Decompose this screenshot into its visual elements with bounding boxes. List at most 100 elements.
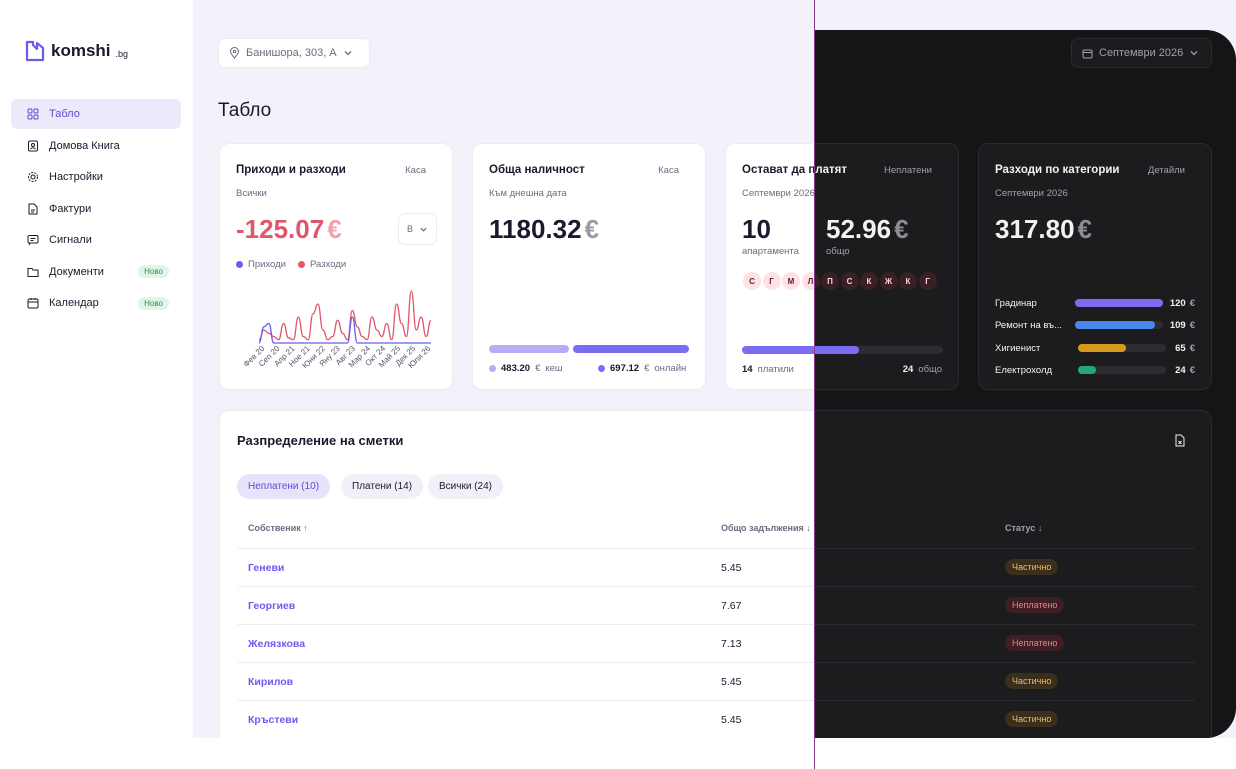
nav-item[interactable]: Календар Ново bbox=[11, 288, 181, 318]
nav-label: Домова Книга bbox=[49, 139, 120, 152]
currency: € bbox=[894, 214, 909, 244]
owner[interactable]: Желязкова bbox=[248, 638, 306, 650]
total-count: 24 bbox=[902, 364, 914, 375]
series-line bbox=[258, 290, 432, 341]
filter-tab[interactable]: Всички (24) bbox=[428, 474, 503, 499]
part-value: 483.20 bbox=[501, 363, 531, 374]
part-currency: € bbox=[644, 363, 650, 374]
value: 24 bbox=[1175, 364, 1186, 376]
count-label: апартамента bbox=[742, 246, 799, 257]
column-header[interactable]: Собственик ↑ bbox=[248, 523, 308, 533]
nav-item[interactable]: Сигнали bbox=[11, 225, 181, 255]
currency: € bbox=[1189, 364, 1195, 376]
categories-card: Разходи по категории Детайли Септември 2… bbox=[978, 143, 1212, 390]
nav-icon bbox=[27, 235, 39, 246]
balance-bar bbox=[489, 345, 570, 353]
nav-item[interactable]: Домова Книга bbox=[11, 131, 181, 161]
card-subtitle: Към днешна дата bbox=[489, 188, 567, 199]
location-select[interactable]: Банишора, 303, А bbox=[218, 38, 370, 68]
category-value: 65€ bbox=[1175, 343, 1195, 354]
nav-item[interactable]: Фактури bbox=[11, 194, 181, 224]
card-title: Приходи и разходи bbox=[236, 164, 346, 176]
category-bar bbox=[1075, 321, 1155, 330]
column-header[interactable]: Общо задължения ↓ bbox=[721, 523, 811, 533]
card-title: Разходи по категории bbox=[995, 164, 1120, 176]
nav-icon bbox=[28, 172, 38, 182]
category-value: 120€ bbox=[1170, 298, 1195, 309]
count: 10 bbox=[742, 214, 771, 244]
nav-item[interactable]: Документи Ново bbox=[11, 257, 181, 287]
owner[interactable]: Георгиев bbox=[248, 600, 296, 612]
progress-track bbox=[815, 346, 943, 354]
filter-tab[interactable]: Неплатени (10) bbox=[237, 474, 331, 499]
status-badge: Частично bbox=[1005, 673, 1059, 689]
period-select[interactable]: Септември 2026 bbox=[1071, 38, 1212, 68]
card-link[interactable]: Неплатени bbox=[884, 165, 932, 176]
paid-label: 14 платили bbox=[742, 364, 794, 375]
bills-table-card: Разпределение на сметки Неплатени (10)Пл… bbox=[815, 410, 1212, 738]
nav-icon bbox=[27, 267, 39, 277]
amount-value: 317.80 bbox=[995, 214, 1075, 244]
logo[interactable]: komshi .bg bbox=[24, 40, 128, 62]
dot bbox=[489, 365, 496, 372]
select-value: В bbox=[407, 224, 414, 234]
avatar: К bbox=[860, 272, 878, 290]
chevron bbox=[1190, 51, 1198, 56]
theme-split-line bbox=[814, 0, 815, 769]
nav-item[interactable]: Настройки bbox=[11, 162, 181, 192]
owner[interactable]: Кирилов bbox=[248, 676, 294, 688]
nav-item[interactable]: Табло bbox=[11, 99, 181, 129]
legend-label: Приходи bbox=[248, 259, 286, 270]
card-subtitle: Всички bbox=[236, 188, 267, 199]
avatar: П bbox=[821, 272, 839, 290]
legend: Приходи Разходи bbox=[236, 259, 346, 270]
amount-value: -125.07 bbox=[236, 214, 325, 244]
badge: Ново bbox=[138, 296, 169, 310]
avatar: Ж bbox=[879, 272, 898, 290]
owner[interactable]: Кръстеви bbox=[248, 714, 299, 726]
currency: € bbox=[1077, 214, 1092, 244]
total-text: общо bbox=[918, 364, 942, 375]
amount-label: общо bbox=[826, 246, 850, 257]
column-header[interactable]: Статус ↓ bbox=[1005, 523, 1043, 533]
category-bar bbox=[1078, 343, 1126, 352]
export-icon[interactable] bbox=[1174, 434, 1186, 447]
avatar: Г bbox=[762, 272, 781, 290]
page-title: Табло bbox=[218, 100, 272, 121]
avatar: К bbox=[899, 272, 917, 290]
nav-icon bbox=[27, 298, 39, 309]
value: 65 bbox=[1175, 342, 1186, 354]
nav-label: Табло bbox=[49, 108, 80, 120]
card-title: Обща наличност bbox=[489, 164, 585, 176]
sidebar: komshi .bg Табло Домова Книга Настройки Факт… bbox=[0, 0, 193, 769]
card-link[interactable]: Детайли bbox=[1147, 165, 1185, 176]
paid-count: 14 bbox=[742, 364, 753, 375]
nav-label: Настройки bbox=[49, 171, 103, 183]
card-subtitle: Септември 2026 bbox=[995, 188, 1068, 199]
category-name: Ремонт на въ... bbox=[995, 320, 1063, 332]
amount: 5.45 bbox=[721, 676, 742, 688]
currency: € bbox=[584, 214, 600, 244]
chevron bbox=[420, 227, 427, 232]
type-select[interactable]: В bbox=[398, 213, 437, 245]
main-dark: Банишора, 303, А Септември 2026 Табло Пр… bbox=[815, 30, 1236, 738]
category-track bbox=[1078, 365, 1166, 374]
part-name: кеш bbox=[545, 363, 563, 374]
total-label: 24 общо bbox=[903, 364, 942, 375]
avatar: Л bbox=[815, 272, 820, 290]
value: 109 bbox=[1169, 320, 1186, 332]
currency: € bbox=[1189, 342, 1195, 354]
card-link[interactable]: Каса bbox=[658, 165, 679, 176]
chevron bbox=[344, 51, 352, 56]
nav-label: Календар bbox=[49, 297, 99, 309]
filter-tab[interactable]: Платени (14) bbox=[341, 474, 424, 499]
nav-label: Фактури bbox=[49, 202, 92, 215]
currency: € bbox=[327, 214, 342, 244]
owner[interactable]: Геневи bbox=[248, 562, 285, 574]
category-value: 24€ bbox=[1175, 365, 1195, 376]
card-link[interactable]: Каса bbox=[405, 165, 426, 176]
